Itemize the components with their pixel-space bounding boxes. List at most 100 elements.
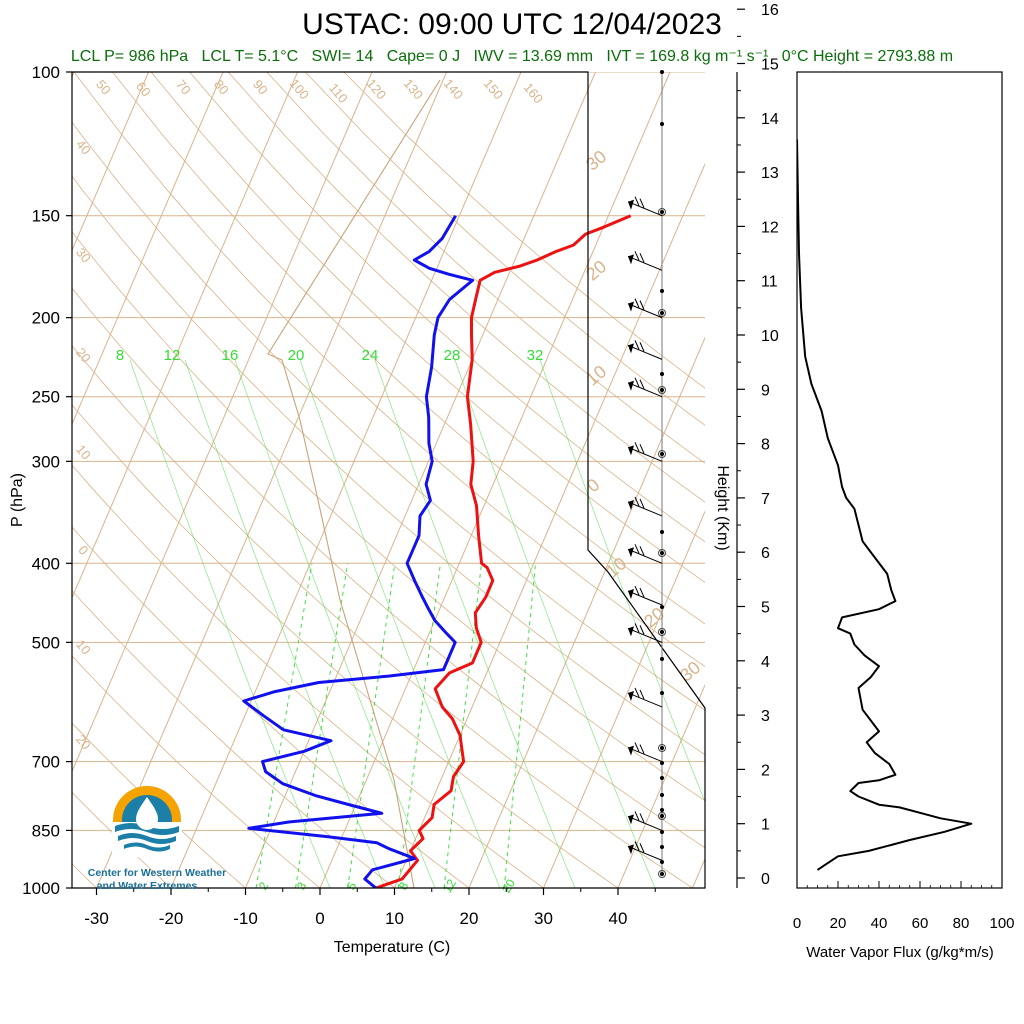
- wind-barb-feather: [639, 625, 645, 635]
- barb-level-dot: [660, 808, 664, 812]
- wind-barb-feather: [634, 442, 640, 452]
- mixing-ratio-label-bottom: 20: [499, 876, 518, 895]
- dry-adiabat-line: [305, 72, 705, 426]
- wind-barb-staff: [627, 692, 663, 708]
- flux-profile-line: [797, 139, 973, 871]
- height-tick-label: 4: [761, 654, 770, 671]
- wind-barb-staff: [627, 344, 663, 360]
- freezing-level: 0°C Height = 2793.88 m: [781, 48, 954, 65]
- wind-barb-staff: [627, 255, 663, 271]
- wind-barb-staff: [627, 501, 663, 517]
- wind-barb-feather: [639, 498, 645, 509]
- isotherm-label: 60: [133, 79, 154, 100]
- wind-barb-flag: [628, 499, 634, 510]
- barb-level-dot: [660, 530, 664, 534]
- height-tick-label: 16: [761, 2, 779, 19]
- wind-barb-feather: [639, 444, 645, 454]
- mixing-ratio-label-top: 28: [444, 347, 461, 364]
- barb-level-dot: [660, 70, 664, 74]
- y-tick-label: 850: [32, 821, 60, 840]
- wind-barb-staff: [627, 845, 663, 861]
- barb-level-dot: [660, 372, 664, 376]
- height-tick-label: 3: [761, 708, 770, 725]
- logo-line-2: and Water Extremes: [97, 880, 198, 892]
- dewpoint-profile-line: [242, 214, 475, 888]
- wind-barb-flag: [628, 301, 634, 312]
- wind-barb-feather: [634, 340, 640, 350]
- moist-adiabat-label: 10: [602, 553, 630, 581]
- height-tick-label: 9: [761, 382, 770, 399]
- dry-adiabat-line: [266, 72, 705, 464]
- isotherm-line: [394, 162, 705, 888]
- wind-barb-flag: [628, 445, 634, 456]
- y-tick-label: 150: [32, 207, 60, 226]
- height-tick-label: 8: [761, 437, 770, 454]
- barb-level-dot: [660, 830, 664, 834]
- logo-drop-icon: [136, 797, 158, 830]
- x-tick-label: 40: [609, 909, 628, 928]
- height-tick-label: 11: [761, 274, 778, 291]
- calm-circle: [658, 549, 666, 557]
- wind-barb-flag: [628, 690, 634, 701]
- mixing-ratio-line: [503, 563, 536, 888]
- saturation-guide-line: [129, 359, 331, 888]
- mixing-ratio-label-bottom: 2: [256, 879, 272, 892]
- wind-barb-feather: [634, 496, 640, 507]
- isotherm-label: 90: [250, 77, 271, 98]
- flux-x-tick-label: 40: [871, 915, 888, 932]
- mixing-ratio-line: [347, 563, 396, 888]
- mixing-ratio-line: [295, 563, 349, 888]
- saturation-guide-line: [299, 359, 501, 888]
- wind-barb-feather: [634, 811, 640, 821]
- wind-barb-feather: [639, 813, 645, 823]
- wind-barb-flag: [628, 844, 634, 855]
- x-tick-label: 0: [315, 909, 324, 928]
- wind-barb-feather: [634, 544, 640, 554]
- isotherm-label: 80: [211, 77, 232, 98]
- saturation-guide-line: [539, 359, 705, 803]
- wind-barb-feather: [639, 546, 645, 556]
- mixing-ratio-label-top: 16: [222, 347, 239, 364]
- wind-barb-staff: [627, 590, 663, 606]
- y-tick-label: 300: [32, 452, 60, 471]
- dry-adiabat-line: [72, 404, 619, 888]
- moist-adiabat-label: 30: [582, 146, 610, 174]
- isotherm-label: 140: [441, 76, 466, 102]
- mixing-ratio-label-top: 20: [288, 347, 305, 364]
- y-tick-label: 1000: [22, 879, 60, 898]
- dry-adiabat-line: [72, 231, 705, 802]
- dry-adiabat-line: [72, 121, 705, 711]
- wind-barb-flag: [628, 547, 634, 558]
- isotherm-line: [319, 72, 671, 888]
- isotherm-label: 40: [73, 137, 94, 158]
- y-axis-label: P (hPa): [9, 473, 26, 527]
- saturation-guide-line: [374, 359, 576, 888]
- dry-adiabat-line: [72, 287, 705, 849]
- moist-adiabat-label: 0: [583, 475, 604, 497]
- flux-x-tick-label: 100: [989, 915, 1014, 932]
- mixing-ratio-line: [255, 563, 313, 888]
- isotherm-line: [468, 336, 705, 888]
- isotherm-label: 20: [73, 732, 94, 753]
- wind-barb-feather: [634, 377, 640, 387]
- isotherm-label: 130: [401, 76, 426, 102]
- wind-barb-feather: [634, 623, 640, 633]
- y-tick-label: 700: [32, 753, 60, 772]
- mixing-ratio-label-bottom: 12: [440, 876, 459, 895]
- wind-barb-staff: [627, 747, 663, 763]
- x-axis-label: Temperature (C): [334, 939, 450, 956]
- wind-barb-feather: [634, 298, 640, 308]
- isotherm-label: 10: [73, 637, 94, 658]
- wind-barb-flag: [628, 199, 634, 210]
- barb-level-dot: [660, 551, 664, 555]
- barb-level-dot: [660, 761, 664, 765]
- mixing-ratio-label-top: 8: [116, 347, 124, 364]
- barb-level-dot: [660, 793, 664, 797]
- wind-barb-feather: [634, 585, 640, 596]
- swi-value: SWI= 14: [311, 48, 374, 65]
- isotherm-line: [72, 72, 224, 426]
- dry-adiabat-line: [72, 175, 705, 756]
- height-axis-label: Height (Km): [714, 465, 731, 550]
- dry-adiabat-line: [72, 464, 544, 888]
